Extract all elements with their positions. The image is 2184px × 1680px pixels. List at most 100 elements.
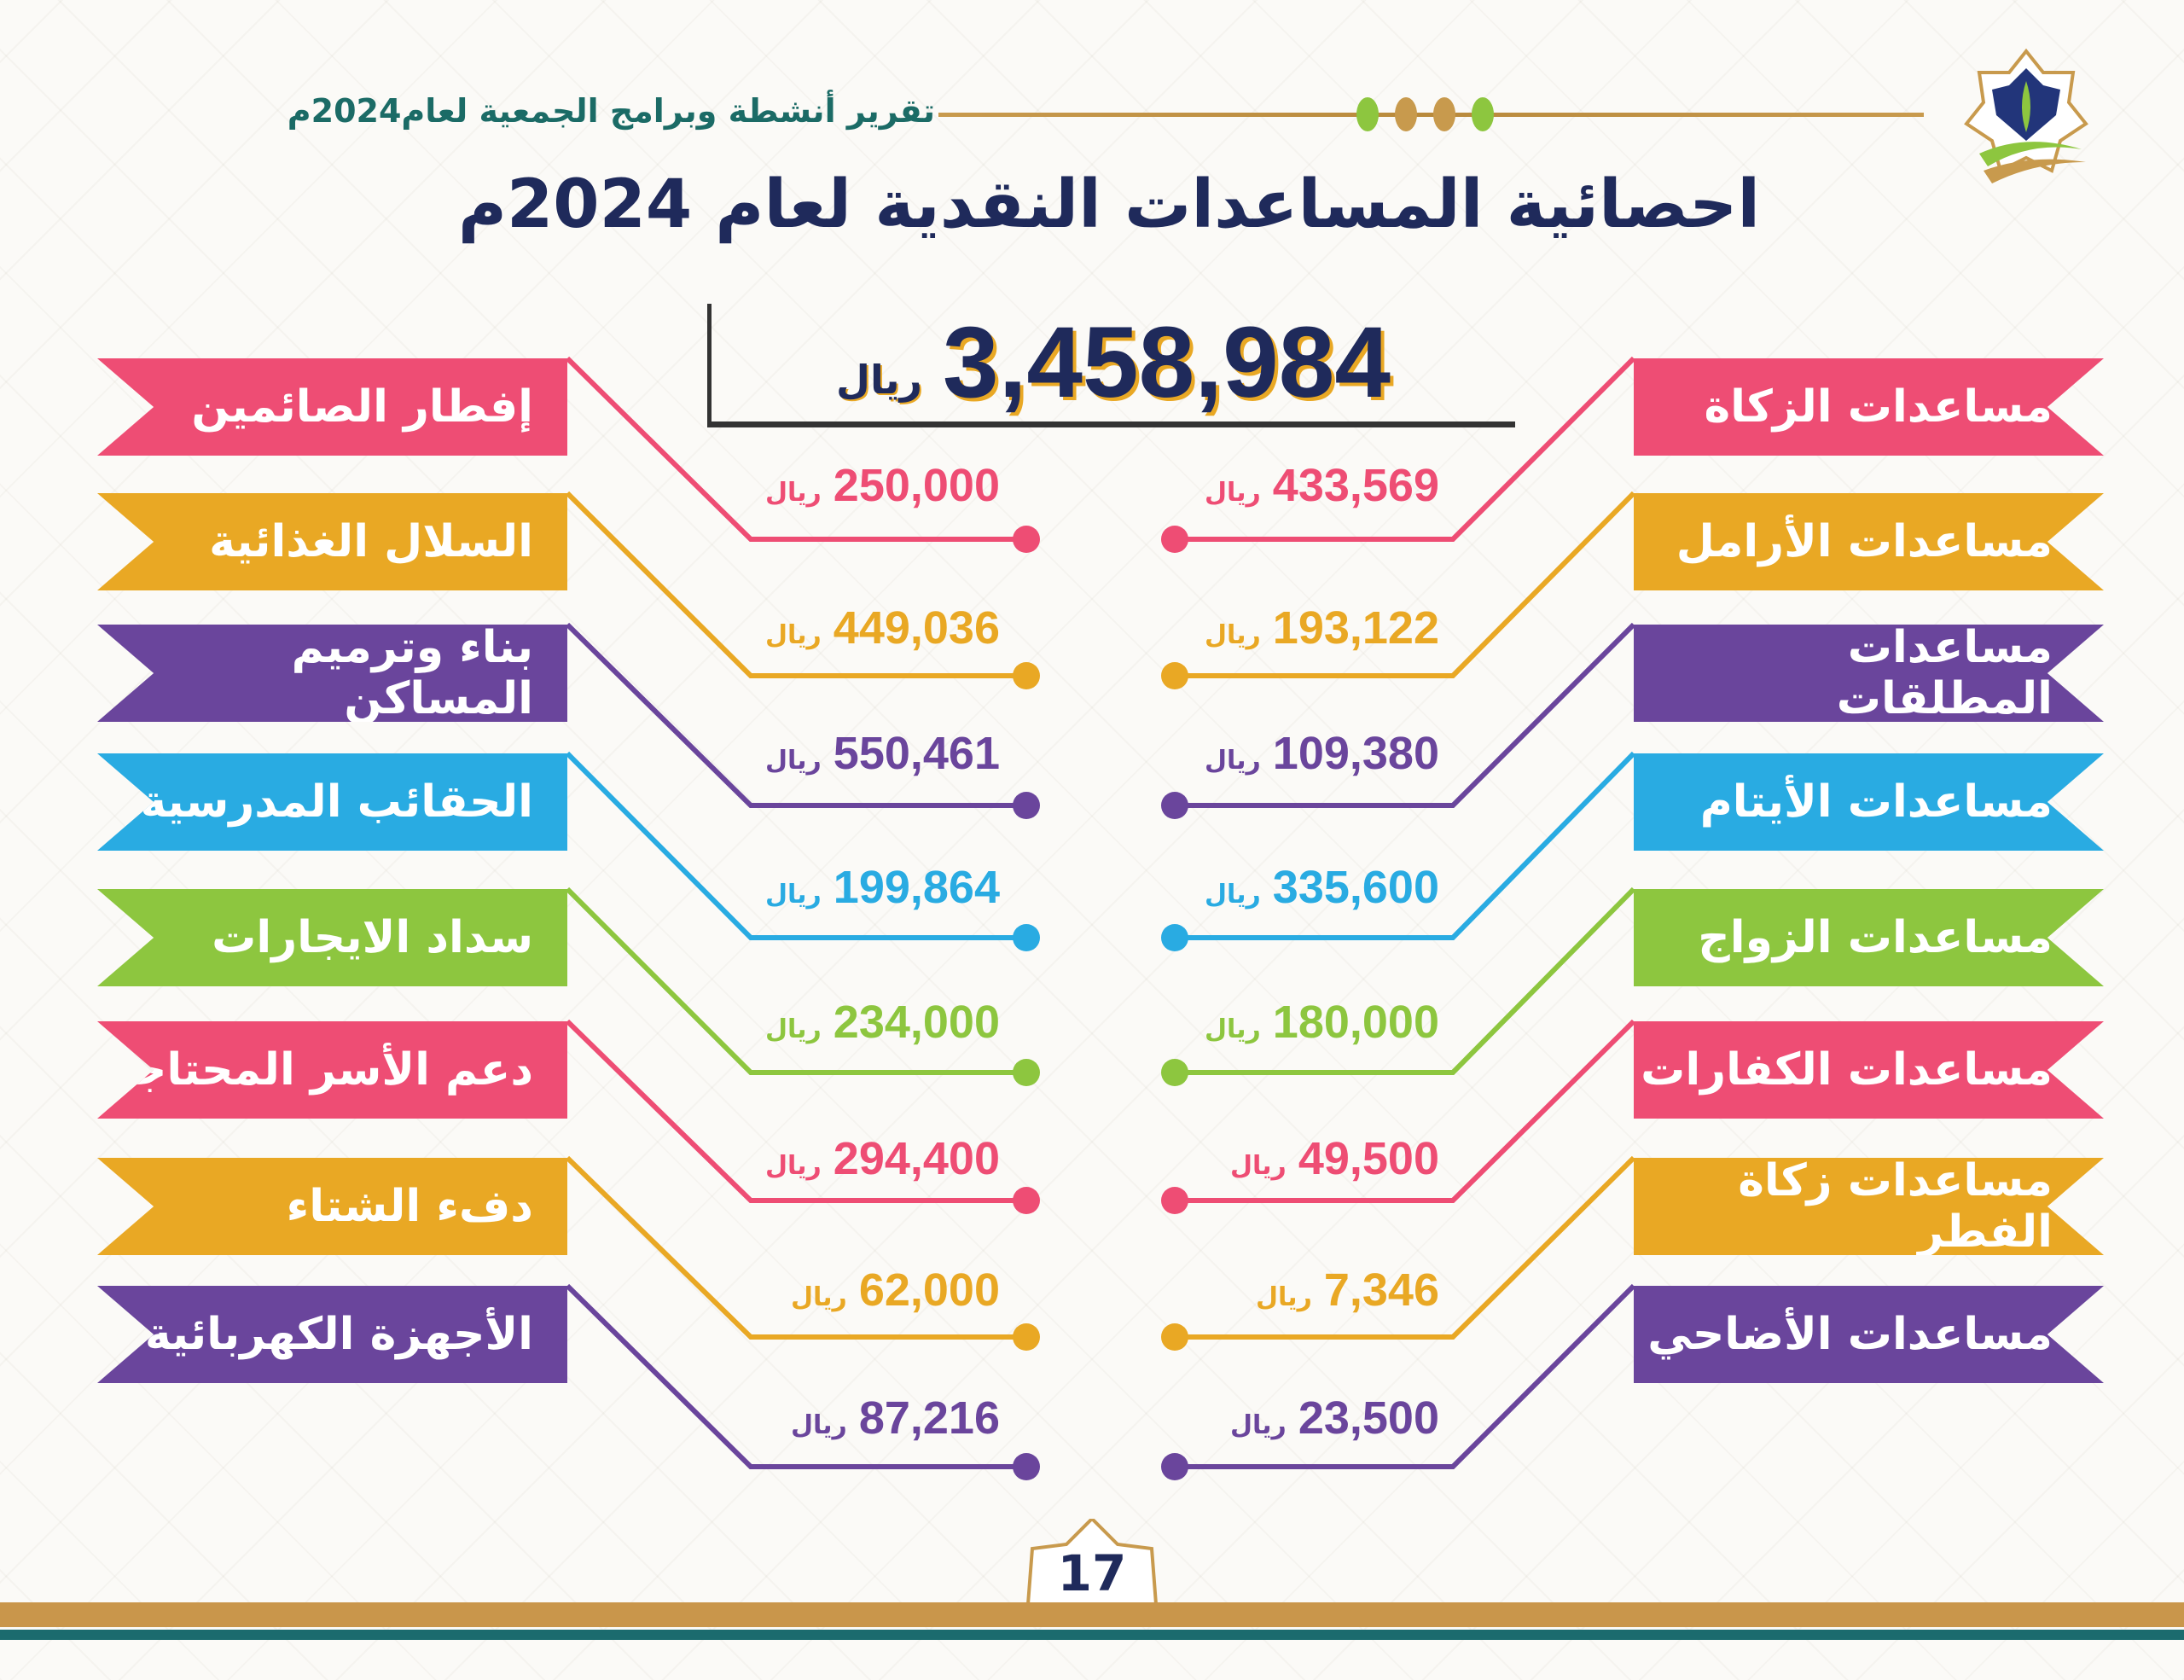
category-label: دفء الشتاء [286,1181,533,1232]
category-amount: ريال 550,461 [765,727,1000,780]
right-connector-line [1175,751,1636,940]
left-connector-dot [1013,792,1040,819]
right-connector-line [1175,887,1636,1075]
right-connector-dot [1161,792,1188,819]
left-connector-dot [1013,1453,1040,1480]
right-connector-line [1175,491,1636,678]
currency-label: ريال [790,1282,847,1312]
currency-label: ريال [764,478,822,508]
page-number-badge: 17 [1019,1519,1165,1604]
left-connector-dot [1013,924,1040,951]
category-label: مساعدات الزواج [1698,912,2053,963]
category-amount: ريال 193,122 [1205,602,1439,654]
category-amount: ريال 234,000 [765,996,1000,1049]
left-connector-line [565,1155,1026,1340]
header-dot [1433,97,1455,131]
category-label: الحقائب المدرسية [140,776,533,828]
currency-label: ريال [1204,1014,1261,1044]
currency-label: ريال [1204,478,1261,508]
page-title: احصائية المساعدات النقدية لعام 2024م [457,166,1761,243]
total-currency: ريال [836,357,922,403]
currency-label: ريال [764,746,822,776]
amount-value: 62,000 [858,1264,1000,1316]
category-label: مساعدات الأضاحي [1647,1309,2053,1360]
category-amount: ريال 62,000 [791,1264,1000,1317]
left-category-ribbon: الأجهزة الكهربائية [97,1286,567,1383]
left-category-ribbon: الحقائب المدرسية [97,753,567,851]
left-connector-dot [1013,1323,1040,1351]
category-label: مساعدات الأرامل [1676,516,2053,567]
category-amount: ريال 7,346 [1256,1264,1439,1317]
left-category-ribbon: السلال الغذائية [97,493,567,590]
currency-label: ريال [1229,1151,1287,1181]
category-label: مساعدات الكفارات [1641,1044,2053,1096]
left-category-ribbon: دفء الشتاء [97,1158,567,1255]
report-header: تقرير أنشطة وبرامج الجمعية لعام2024م [287,92,935,130]
header-divider [938,113,1924,117]
amount-value: 234,000 [833,997,1000,1048]
right-category-ribbon: مساعدات الزكاة [1634,358,2104,456]
category-amount: ريال 180,000 [1205,996,1439,1049]
right-connector-dot [1161,1187,1188,1214]
currency-label: ريال [1229,1410,1287,1440]
right-connector-line [1175,356,1636,542]
header-dot [1395,97,1417,131]
amount-value: 49,500 [1298,1133,1439,1184]
left-connector-dot [1013,662,1040,689]
currency-label: ريال [1204,880,1261,910]
currency-label: ريال [764,1014,822,1044]
page-number: 17 [1057,1544,1127,1602]
category-label: الأجهزة الكهربائية [144,1309,533,1360]
right-connector-dot [1161,1059,1188,1086]
right-connector-dot [1161,1453,1188,1480]
right-category-ribbon: مساعدات المطلقات [1634,625,2104,722]
left-connector-line [565,1019,1026,1203]
right-category-ribbon: مساعدات الكفارات [1634,1021,2104,1119]
header-dot [1356,97,1379,131]
left-connector-line [565,622,1026,808]
right-category-ribbon: مساعدات الأضاحي [1634,1286,2104,1383]
currency-label: ريال [790,1410,847,1440]
page-badge-frame-icon [1026,1519,1158,1604]
left-category-ribbon: بناء وترميم المساكن [97,625,567,722]
right-category-ribbon: مساعدات الأرامل [1634,493,2104,590]
left-connector-dot [1013,526,1040,553]
right-connector-line [1175,1019,1636,1203]
currency-label: ريال [764,1151,822,1181]
left-connector-line [565,887,1026,1075]
left-connector-line [565,1283,1026,1469]
left-connector-line [565,491,1026,678]
right-connector-dot [1161,924,1188,951]
right-category-ribbon: مساعدات الأيتام [1634,753,2104,851]
amount-value: 550,461 [833,728,1000,779]
amount-value: 23,500 [1298,1392,1439,1444]
footer-bar-teal [0,1630,2184,1640]
left-category-ribbon: دعم الأسر المحتاجة [97,1021,567,1119]
left-category-ribbon: سداد الايجارات [97,889,567,986]
amount-value: 87,216 [858,1392,1000,1444]
category-label: سداد الايجارات [212,912,533,963]
right-connector-line [1175,1283,1636,1469]
left-connector-dot [1013,1187,1040,1214]
header-dot [1472,97,1494,131]
amount-value: 449,036 [833,602,1000,654]
currency-label: ريال [1204,620,1261,650]
amount-value: 109,380 [1272,728,1439,779]
category-label: دعم الأسر المحتاجة [107,1044,533,1096]
category-label: مساعدات المطلقات [1836,622,2053,724]
category-label: بناء وترميم المساكن [291,622,533,724]
category-label: مساعدات الأيتام [1699,776,2053,828]
amount-value: 433,569 [1272,460,1439,511]
category-label: مساعدات الزكاة [1704,381,2053,433]
category-amount: ريال 109,380 [1205,727,1439,780]
category-amount: ريال 199,864 [765,861,1000,914]
category-amount: ريال 294,400 [765,1132,1000,1185]
category-amount: ريال 250,000 [765,459,1000,512]
left-connector-line [565,356,1026,542]
amount-value: 199,864 [833,862,1000,913]
right-connector-line [1175,622,1636,808]
right-connector-dot [1161,526,1188,553]
right-connector-dot [1161,1323,1188,1351]
category-amount: ريال 23,500 [1230,1392,1439,1445]
